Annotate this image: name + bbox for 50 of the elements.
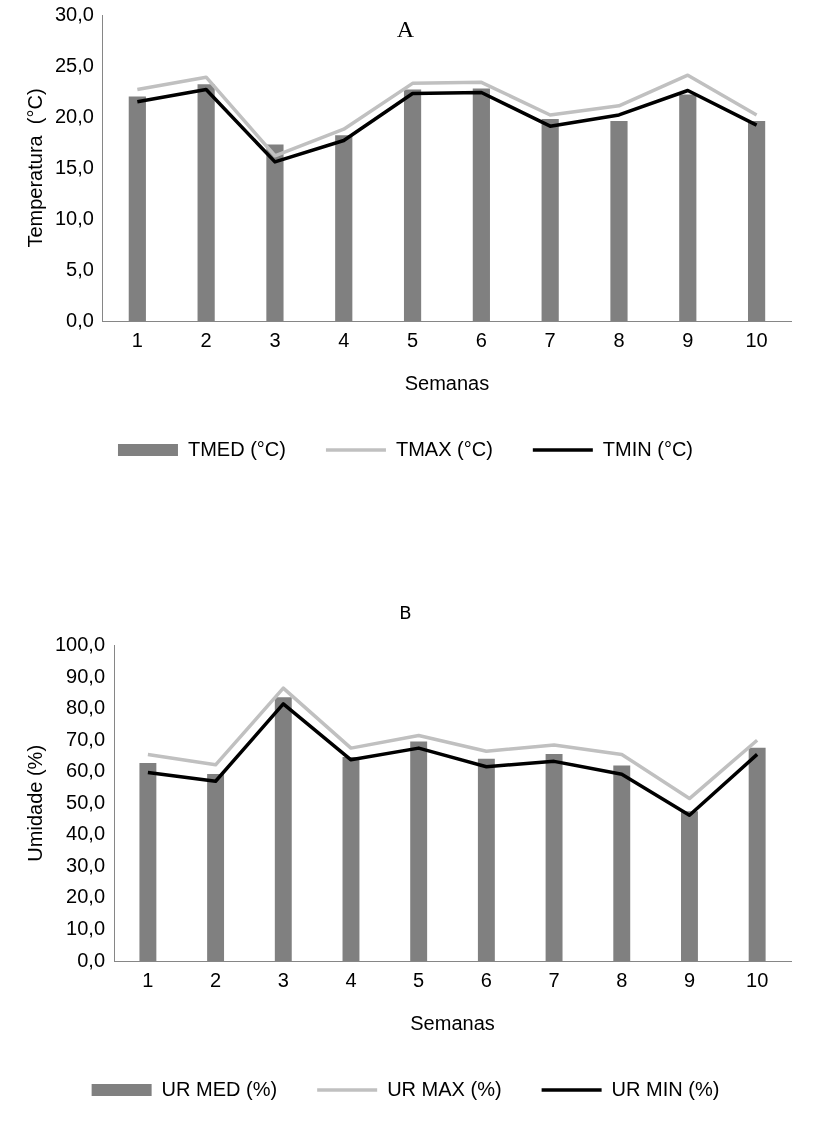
legend-label: TMAX (°C) [395,437,493,460]
y-tick-label: 20,0 [66,885,106,908]
y-tick-label: 100,0 [54,633,106,656]
x-tick-label: 5 [413,968,425,991]
y-axis-title: Temperatura (°C) [23,88,46,248]
x-tick-label: 8 [613,328,625,351]
chart-title: A [396,15,415,42]
x-tick-label: 8 [616,968,628,991]
legend-label: UR MAX (%) [387,1077,502,1100]
x-tick-label: 4 [338,328,350,351]
y-tick-label: 30,0 [66,853,106,876]
y-tick-label: 30,0 [54,2,94,25]
legend-label: UR MED (%) [161,1077,278,1100]
y-tick-label: 40,0 [66,822,106,845]
x-tick-label: 1 [142,968,154,991]
y-tick-label: 80,0 [66,696,106,719]
x-tick-label: 5 [407,328,419,351]
y-tick-label: 10,0 [66,916,106,939]
x-tick-label: 10 [745,328,768,351]
x-tick-label: 3 [269,328,281,351]
x-tick-label: 6 [480,968,492,991]
x-axis-title: Semanas [410,1011,495,1034]
y-tick-label: 0,0 [77,948,106,971]
y-tick-label: 0,0 [66,308,94,331]
x-tick-label: 2 [210,968,222,991]
x-tick-label: 7 [548,968,560,991]
x-tick-label: 9 [683,968,696,991]
x-tick-label: 3 [277,968,289,991]
legend-label: TMED (°C) [187,437,286,460]
legend-label: TMIN (°C) [602,437,694,460]
x-tick-label: 2 [200,328,212,351]
x-tick-label: 1 [131,328,143,351]
y-tick-label: 90,0 [66,664,106,687]
x-tick-label: 9 [682,328,694,351]
y-axis-title: Umidade (%) [23,744,46,862]
x-tick-label: 7 [544,328,556,351]
x-tick-label: 10 [746,968,769,991]
x-tick-label: 4 [345,968,357,991]
legend-label: UR MIN (%) [611,1077,720,1100]
chart-title: B [399,602,412,624]
x-tick-label: 6 [475,328,487,351]
y-tick-label: 70,0 [66,727,106,750]
y-tick-label: 10,0 [54,206,94,229]
y-tick-label: 20,0 [54,104,94,127]
y-tick-label: 5,0 [66,257,94,280]
y-tick-label: 50,0 [66,790,106,813]
y-tick-label: 60,0 [66,759,106,782]
y-tick-label: 25,0 [54,53,94,76]
x-axis-title: Semanas [404,371,490,394]
y-tick-label: 15,0 [54,155,94,178]
